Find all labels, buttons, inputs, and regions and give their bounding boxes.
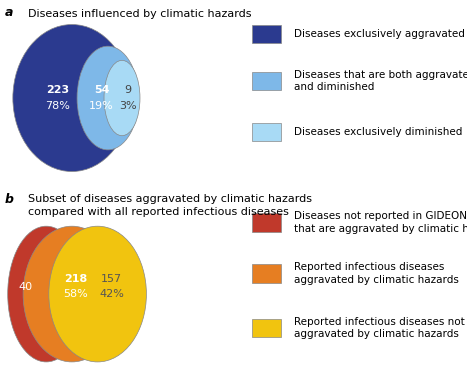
Text: 42%: 42% [99, 289, 124, 299]
Ellipse shape [13, 25, 131, 172]
Text: 157: 157 [101, 274, 122, 284]
Text: 58%: 58% [64, 289, 88, 299]
FancyBboxPatch shape [252, 264, 281, 283]
Text: 9: 9 [124, 86, 132, 95]
FancyBboxPatch shape [252, 25, 281, 43]
Text: 78%: 78% [45, 101, 70, 110]
Text: 40: 40 [19, 282, 33, 291]
Text: b: b [5, 193, 14, 206]
Text: Reported infectious diseases
aggravated by climatic hazards: Reported infectious diseases aggravated … [294, 262, 459, 285]
FancyBboxPatch shape [252, 213, 281, 232]
Ellipse shape [49, 226, 147, 362]
Text: 223: 223 [46, 86, 70, 95]
FancyBboxPatch shape [252, 319, 281, 337]
FancyBboxPatch shape [252, 123, 281, 141]
Text: a: a [5, 6, 13, 18]
Text: Diseases influenced by climatic hazards: Diseases influenced by climatic hazards [28, 9, 252, 20]
Ellipse shape [23, 226, 121, 362]
Text: 19%: 19% [89, 101, 114, 110]
Ellipse shape [7, 226, 85, 362]
Text: Diseases exclusively diminished: Diseases exclusively diminished [294, 127, 463, 137]
Text: Reported infectious diseases not
aggravated by climatic hazards: Reported infectious diseases not aggrava… [294, 317, 465, 339]
Text: 3%: 3% [119, 101, 137, 110]
Text: Subset of diseases aggravated by climatic hazards
compared with all reported inf: Subset of diseases aggravated by climati… [28, 194, 312, 216]
Text: Diseases exclusively aggravated: Diseases exclusively aggravated [294, 29, 465, 39]
Text: Diseases that are both aggravated
and diminished: Diseases that are both aggravated and di… [294, 70, 467, 92]
Text: 218: 218 [64, 274, 87, 284]
Text: 54: 54 [94, 86, 109, 95]
Text: Diseases not reported in GIDEON/CDC
that are aggravated by climatic hazards: Diseases not reported in GIDEON/CDC that… [294, 211, 467, 234]
Ellipse shape [77, 46, 139, 150]
Ellipse shape [104, 60, 140, 136]
FancyBboxPatch shape [252, 72, 281, 90]
